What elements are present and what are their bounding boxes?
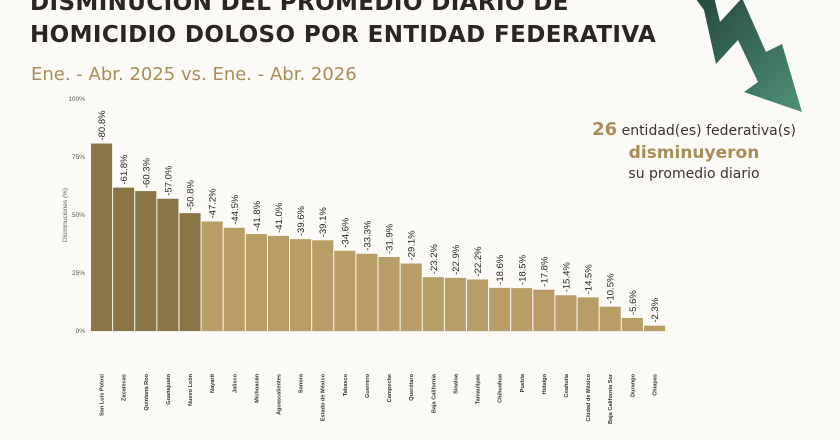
x-category-label: Puebla — [520, 373, 526, 392]
bar — [157, 198, 179, 331]
trend-down-arrow-icon — [696, 0, 802, 112]
callout-entity-text: entidad(es) federativa(s) — [621, 123, 796, 139]
bar-value-label: -41.0% — [274, 202, 285, 233]
bar-value-label: -47.2% — [208, 188, 219, 219]
page-title-line2: HOMICIDIO DOLOSO POR ENTIDAD FEDERATIVA — [30, 22, 657, 48]
y-tick-label: 0% — [76, 328, 86, 335]
bar — [356, 253, 378, 331]
bar — [466, 279, 489, 331]
x-category-label: Hidalgo — [542, 373, 548, 394]
x-category-label: Jalisco — [232, 373, 238, 393]
bar-value-label: -57.0% — [163, 165, 174, 196]
callout-count: 26 — [592, 119, 618, 140]
bar — [223, 227, 245, 331]
bar — [643, 325, 665, 331]
arrow-shape — [696, 0, 802, 112]
x-category-label: Zacatecas — [122, 374, 128, 401]
x-category-label: Guerrero — [365, 373, 371, 398]
x-category-label: Nayarit — [210, 374, 216, 393]
x-category-label: Durango — [630, 373, 636, 397]
bar — [400, 263, 422, 331]
y-tick-label: 50% — [72, 212, 85, 219]
bar-value-label: -50.8% — [186, 179, 197, 210]
x-category-label: Tabasco — [343, 373, 349, 396]
x-category-label: Baja California — [431, 373, 437, 413]
x-category-label: Coahuila — [564, 373, 570, 398]
x-category-label: Baja California Sur — [608, 373, 614, 424]
bar-value-label: -44.5% — [230, 194, 241, 225]
bar — [422, 277, 444, 331]
x-category-label: San Luis Potosí — [100, 374, 106, 416]
x-category-label: Campeche — [387, 374, 393, 402]
bar — [489, 287, 511, 331]
callout-line1: 26 entidad(es) federativa(s) — [574, 120, 814, 141]
bar-value-label: -33.3% — [362, 220, 373, 251]
bar-value-label: -23.2% — [429, 244, 440, 275]
bar-value-label: -22.9% — [451, 244, 462, 275]
bar — [444, 277, 466, 331]
x-category-label: Chiapas — [652, 374, 658, 396]
bar-value-label: -18.6% — [495, 254, 506, 285]
x-category-label: Nuevo León — [188, 373, 194, 406]
x-category-label: Guanajuato — [166, 373, 172, 404]
bar-value-label: -18.5% — [517, 254, 528, 285]
bar — [201, 221, 223, 331]
x-category-label: Estado de México — [321, 373, 327, 421]
bar — [599, 306, 621, 331]
bar — [179, 213, 201, 331]
x-category-label: Aguascalientes — [276, 374, 282, 415]
x-category-label: Sinaloa — [453, 373, 459, 394]
y-tick-label: 100% — [68, 96, 85, 103]
bar — [577, 297, 599, 331]
x-category-label: Querétaro — [409, 373, 415, 400]
bar-value-label: -29.1% — [407, 230, 418, 261]
bar — [555, 295, 577, 331]
bar-value-label: -10.5% — [606, 273, 617, 304]
bar-value-label: -17.8% — [539, 256, 550, 287]
bar — [533, 289, 555, 331]
bar — [267, 235, 290, 331]
bar — [334, 250, 356, 331]
bar — [511, 288, 533, 331]
summary-callout: 26 entidad(es) federativa(s) disminuyero… — [574, 120, 814, 183]
x-category-label: Sonora — [299, 373, 305, 393]
bar — [378, 256, 400, 331]
bar-value-label: -2.3% — [650, 297, 661, 322]
bar-value-label: -61.8% — [119, 154, 130, 185]
x-category-label: Quintana Roo — [144, 373, 150, 410]
callout-line2: disminuyeron — [628, 143, 760, 163]
bar-value-label: -80.8% — [97, 110, 108, 141]
bar — [245, 234, 267, 331]
x-category-label: Michoacán — [254, 373, 260, 402]
bar-value-label: -5.6% — [628, 290, 639, 315]
y-axis-label: Disminuciones (%) — [62, 188, 69, 242]
bar-value-label: -15.4% — [561, 262, 572, 293]
bar-value-label: -39.1% — [318, 207, 329, 238]
bar-value-label: -31.9% — [385, 223, 396, 254]
bar-value-label: -60.3% — [141, 157, 152, 188]
y-tick-label: 75% — [72, 154, 85, 161]
bar — [290, 239, 312, 331]
bar-value-label: -22.2% — [473, 246, 484, 277]
x-category-label: Ciudad de México — [586, 373, 592, 421]
bar-value-label: -34.6% — [340, 217, 351, 248]
bar-value-label: -39.6% — [296, 205, 307, 236]
page-title-line1: DISMINUCIÓN DEL PROMEDIO DIARIO DE — [30, 0, 569, 16]
y-tick-label: 25% — [72, 270, 85, 277]
callout-line3: su promedio diario — [628, 166, 760, 182]
bar — [91, 143, 113, 331]
bar — [312, 240, 334, 331]
x-category-label: Chihuahua — [498, 373, 504, 403]
bar — [135, 191, 157, 331]
x-category-label: Tamaulipas — [476, 374, 482, 404]
page-subtitle: Ene. - Abr. 2025 vs. Ene. - Abr. 2026 — [31, 64, 357, 85]
bar-value-label: -41.8% — [252, 200, 263, 231]
bar — [621, 318, 643, 331]
bar-value-label: -14.5% — [584, 264, 595, 295]
bar — [113, 187, 135, 331]
